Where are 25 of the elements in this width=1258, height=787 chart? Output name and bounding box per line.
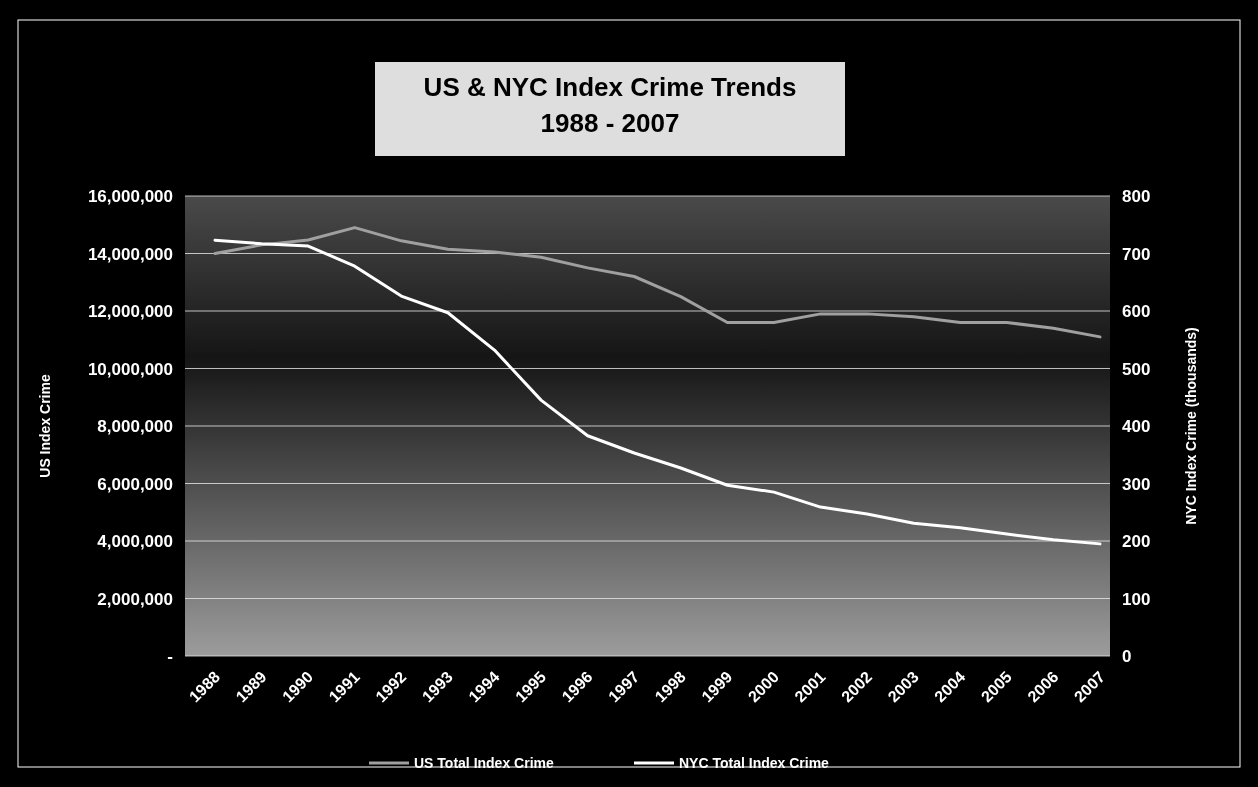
chart-title: US & NYC Index Crime Trends 1988 - 2007 <box>423 72 797 138</box>
y2-axis-title: NYC Index Crime (thousands) <box>1183 327 1199 525</box>
y2-tick-label: 500 <box>1122 359 1151 379</box>
y2-tick-label: 200 <box>1122 532 1151 551</box>
y2-tick-label: 700 <box>1122 244 1151 264</box>
legend-label: US Total Index Crime <box>414 755 554 771</box>
y2-tick-label: 100 <box>1122 589 1151 609</box>
y-tick-label: 10,000,000 <box>87 359 173 379</box>
y-tick-label: 4,000,000 <box>97 532 173 551</box>
legend-label: NYC Total Index Crime <box>679 755 830 771</box>
y-tick-label: 8,000,000 <box>97 417 173 436</box>
y-tick-label: 16,000,000 <box>87 187 173 206</box>
line-series <box>213 238 1102 546</box>
line-series <box>213 226 1102 339</box>
y2-tick-label: 600 <box>1122 302 1151 321</box>
y-tick-label: 2,000,000 <box>97 589 173 609</box>
y-tick-label: - <box>167 647 173 666</box>
y-tick-label: 14,000,000 <box>87 244 173 264</box>
y2-tick-label: 800 <box>1122 187 1151 206</box>
y2-tick-label: 400 <box>1122 417 1151 436</box>
y2-tick-label: 0 <box>1122 647 1132 666</box>
y-tick-label: 12,000,000 <box>87 302 173 321</box>
y-axis-title: US Index Crime <box>37 374 53 478</box>
y2-tick-label: 300 <box>1122 474 1151 494</box>
y-tick-label: 6,000,000 <box>97 474 173 494</box>
